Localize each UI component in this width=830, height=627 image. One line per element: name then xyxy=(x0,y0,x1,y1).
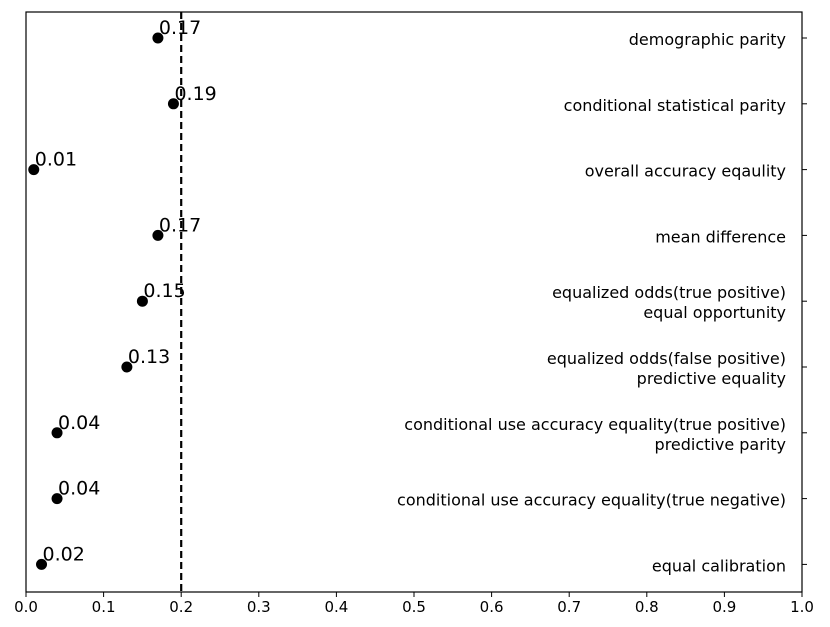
data-value-label: 0.15 xyxy=(143,280,185,302)
x-tick-label: 0.9 xyxy=(712,598,736,616)
category-label: equal opportunity xyxy=(643,303,786,322)
plot-area: 0.0 0.1 0.2 0.3 0.4 0.5 0.6 0.7 0.8 0.9 1.0 demogra… xyxy=(14,11,814,616)
data-point xyxy=(36,558,48,570)
x-tick-label: 0.1 xyxy=(92,598,116,616)
data-value-label: 0.02 xyxy=(43,543,85,565)
x-tick-label: 0.5 xyxy=(402,598,426,616)
x-tick-label: 0.8 xyxy=(635,598,659,616)
x-tick-label: 0.7 xyxy=(557,598,581,616)
data-point xyxy=(51,427,63,439)
x-tick-label: 1.0 xyxy=(790,598,814,616)
data-point xyxy=(167,98,179,110)
data-value-label: 0.01 xyxy=(35,149,77,171)
data-point xyxy=(51,493,63,505)
data-value-label: 0.19 xyxy=(174,83,216,105)
x-tick-label: 0.3 xyxy=(247,598,271,616)
category-label: predictive parity xyxy=(655,435,786,454)
category-label: overall accuracy eqaulity xyxy=(585,162,786,181)
data-value-label: 0.17 xyxy=(159,17,201,39)
x-tick-label: 0.0 xyxy=(14,598,38,616)
category-label: mean difference xyxy=(655,227,786,246)
data-value-label: 0.13 xyxy=(128,346,170,368)
data-point xyxy=(121,361,133,373)
x-tick-label: 0.4 xyxy=(324,598,348,616)
category-label: conditional statistical parity xyxy=(564,96,786,115)
category-label: predictive equality xyxy=(637,369,786,388)
data-value-label: 0.04 xyxy=(58,412,100,434)
x-tick-label: 0.6 xyxy=(480,598,504,616)
data-point xyxy=(152,229,164,241)
category-label: equal calibration xyxy=(652,556,786,575)
data-point xyxy=(136,295,148,307)
data-value-label: 0.04 xyxy=(58,478,100,500)
data-point xyxy=(28,164,40,176)
category-label: conditional use accuracy equality(true n… xyxy=(397,491,786,510)
category-label: equalized odds(false positive) xyxy=(547,349,786,368)
x-tick-label: 0.2 xyxy=(169,598,193,616)
data-point xyxy=(152,32,164,44)
category-label: demographic parity xyxy=(629,30,786,49)
data-value-label: 0.17 xyxy=(159,214,201,236)
category-label: conditional use accuracy equality(true p… xyxy=(404,415,786,434)
category-label: equalized odds(true positive) xyxy=(552,283,786,302)
